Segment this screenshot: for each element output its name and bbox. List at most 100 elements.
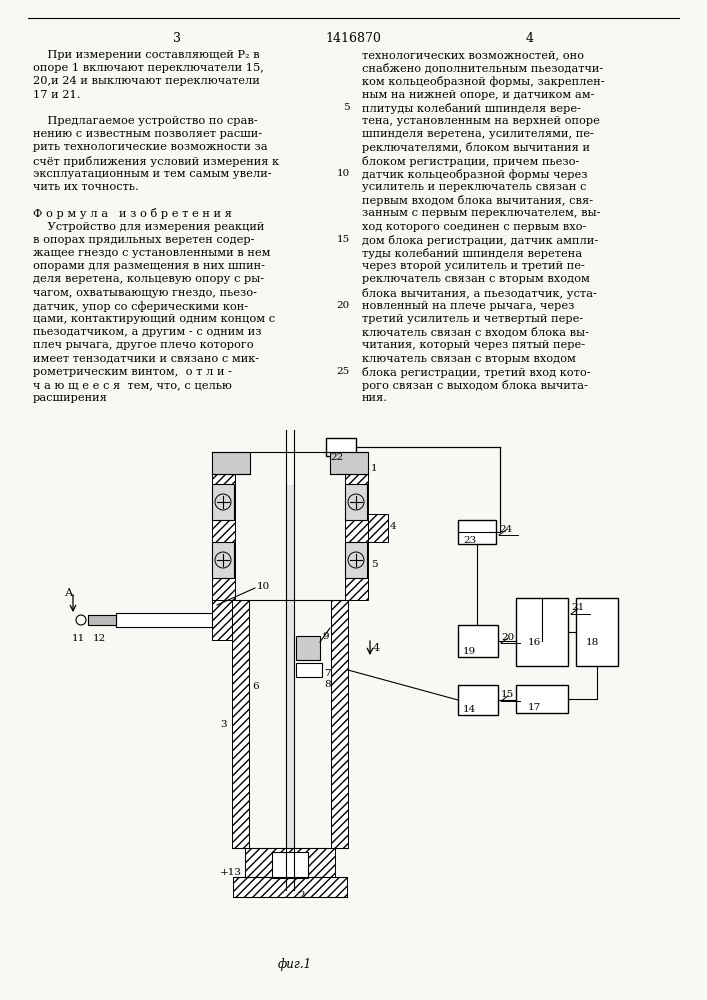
Text: Предлагаемое устройство по срав-: Предлагаемое устройство по срав- [33,116,258,126]
Bar [286,485,294,890]
Text: ключатель связан с входом блока вы-: ключатель связан с входом блока вы- [362,327,589,338]
Text: опоре 1 включают переключатели 15,: опоре 1 включают переключатели 15, [33,63,264,73]
Polygon shape [345,542,367,578]
Text: рого связан с выходом блока вычита-: рого связан с выходом блока вычита- [362,380,588,391]
Text: Ф о р м у л а   и з о б р е т е н и я: Ф о р м у л а и з о б р е т е н и я [33,208,232,219]
Text: 24: 24 [499,525,513,534]
Text: чагом, охватывающую гнездо, пьезо-: чагом, охватывающую гнездо, пьезо- [33,288,257,298]
Polygon shape [212,452,235,600]
Text: 15: 15 [501,690,514,699]
Bar [576,598,618,666]
Bar [296,663,322,677]
Text: 20: 20 [501,633,514,642]
Bar [516,685,568,713]
Text: 3: 3 [173,32,181,45]
Text: плитуды колебаний шпинделя вере-: плитуды колебаний шпинделя вере- [362,103,581,114]
Text: счёт приближения условий измерения к: счёт приближения условий измерения к [33,156,279,167]
Text: 20: 20 [337,301,350,310]
Bar [326,438,356,456]
Text: тена, установленным на верхней опоре: тена, установленным на верхней опоре [362,116,600,126]
Text: деля веретена, кольцевую опору с ры-: деля веретена, кольцевую опору с ры- [33,274,264,284]
Text: 14: 14 [463,705,477,714]
Text: дом блока регистрации, датчик ампли-: дом блока регистрации, датчик ампли- [362,235,598,246]
Bar [458,685,498,715]
Text: +13: +13 [220,868,242,877]
Text: 4: 4 [390,522,397,531]
Text: снабжено дополнительным пьезодатчи-: снабжено дополнительным пьезодатчи- [362,63,603,74]
Text: При измерении составляющей P₂ в: При измерении составляющей P₂ в [33,50,259,60]
Text: 5: 5 [371,560,378,569]
Text: новленный на плече рычага, через: новленный на плече рычага, через [362,301,574,311]
Text: 7: 7 [324,669,331,678]
Text: 18: 18 [586,638,600,647]
Text: 9: 9 [322,632,329,641]
Text: 3: 3 [221,720,227,729]
Text: блока вычитания, а пьезодатчик, уста-: блока вычитания, а пьезодатчик, уста- [362,288,597,299]
Text: рометрическим винтом,  о т л и -: рометрическим винтом, о т л и - [33,367,232,377]
Polygon shape [212,484,234,520]
Bar [458,625,498,657]
Text: 10: 10 [337,169,350,178]
Polygon shape [368,514,388,542]
Text: ния.: ния. [362,393,388,403]
Text: 4: 4 [373,643,380,653]
Text: А: А [65,588,74,598]
Text: реключателями, блоком вычитания и: реключателями, блоком вычитания и [362,142,590,153]
Text: усилитель и переключатель связан с: усилитель и переключатель связан с [362,182,586,192]
Bar [516,598,568,666]
Text: 5: 5 [344,103,350,112]
Text: жащее гнездо с установленными в нем: жащее гнездо с установленными в нем [33,248,271,258]
Text: рить технологические возможности за: рить технологические возможности за [33,142,268,152]
Text: опорами для размещения в них шпин-: опорами для размещения в них шпин- [33,261,265,271]
Text: 17 и 21.: 17 и 21. [33,90,81,100]
Bar [272,852,308,878]
Text: 6: 6 [252,682,259,691]
Text: 19: 19 [463,647,477,656]
Text: эксплуатационным и тем самым увели-: эксплуатационным и тем самым увели- [33,169,271,179]
Text: реключатель связан с вторым входом: реключатель связан с вторым входом [362,274,590,284]
Polygon shape [232,600,249,848]
Bar [88,615,116,625]
Text: пьезодатчиком, а другим - с одним из: пьезодатчиком, а другим - с одним из [33,327,262,337]
Text: плеч рычага, другое плечо которого: плеч рычага, другое плечо которого [33,340,254,350]
Text: ключатель связан с вторым входом: ключатель связан с вторым входом [362,354,576,364]
Text: занным с первым переключателем, вы-: занным с первым переключателем, вы- [362,208,600,218]
Text: блоком регистрации, причем пьезо-: блоком регистрации, причем пьезо- [362,156,579,167]
Text: 1: 1 [371,464,378,473]
Text: 11: 11 [72,634,86,643]
Text: первым входом блока вычитания, свя-: первым входом блока вычитания, свя- [362,195,593,206]
Text: через второй усилитель и третий пе-: через второй усилитель и третий пе- [362,261,585,271]
Text: 17: 17 [528,703,542,712]
Text: Устройство для измерения реакций: Устройство для измерения реакций [33,222,264,232]
Bar [116,613,212,627]
Text: 15: 15 [337,235,350,244]
Polygon shape [212,452,250,474]
Text: туды колебаний шпинделя веретена: туды колебаний шпинделя веретена [362,248,582,259]
Text: цами, контактирующий одним концом с: цами, контактирующий одним концом с [33,314,275,324]
Text: третий усилитель и четвертый пере-: третий усилитель и четвертый пере- [362,314,583,324]
Text: 20,и 24 и выключают переключатели: 20,и 24 и выключают переключатели [33,76,260,86]
Bar [458,520,496,544]
Text: 22: 22 [330,453,344,462]
Polygon shape [345,452,368,600]
Text: 1416870: 1416870 [325,32,381,45]
Text: читания, который через пятый пере-: читания, который через пятый пере- [362,340,585,350]
Text: технологических возможностей, оно: технологических возможностей, оно [362,50,584,60]
Text: 10: 10 [257,582,270,591]
Polygon shape [212,542,234,578]
Text: датчик, упор со сферическими кон-: датчик, упор со сферическими кон- [33,301,248,312]
Polygon shape [345,484,367,520]
Bar [296,636,320,660]
Polygon shape [245,848,335,877]
Text: 8: 8 [324,680,331,689]
Text: ход которого соединен с первым вхо-: ход которого соединен с первым вхо- [362,222,586,232]
Polygon shape [330,452,368,474]
Text: 23: 23 [463,536,477,545]
Text: 4: 4 [526,32,534,45]
Text: фиг.1: фиг.1 [278,958,312,971]
Text: ч а ю щ е е с я  тем, что, с целью: ч а ю щ е е с я тем, что, с целью [33,380,232,390]
Text: ком кольцеобразной формы, закреплен-: ком кольцеобразной формы, закреплен- [362,76,604,87]
Text: расширения: расширения [33,393,108,403]
Text: шпинделя веретена, усилителями, пе-: шпинделя веретена, усилителями, пе- [362,129,594,139]
Polygon shape [233,877,347,897]
